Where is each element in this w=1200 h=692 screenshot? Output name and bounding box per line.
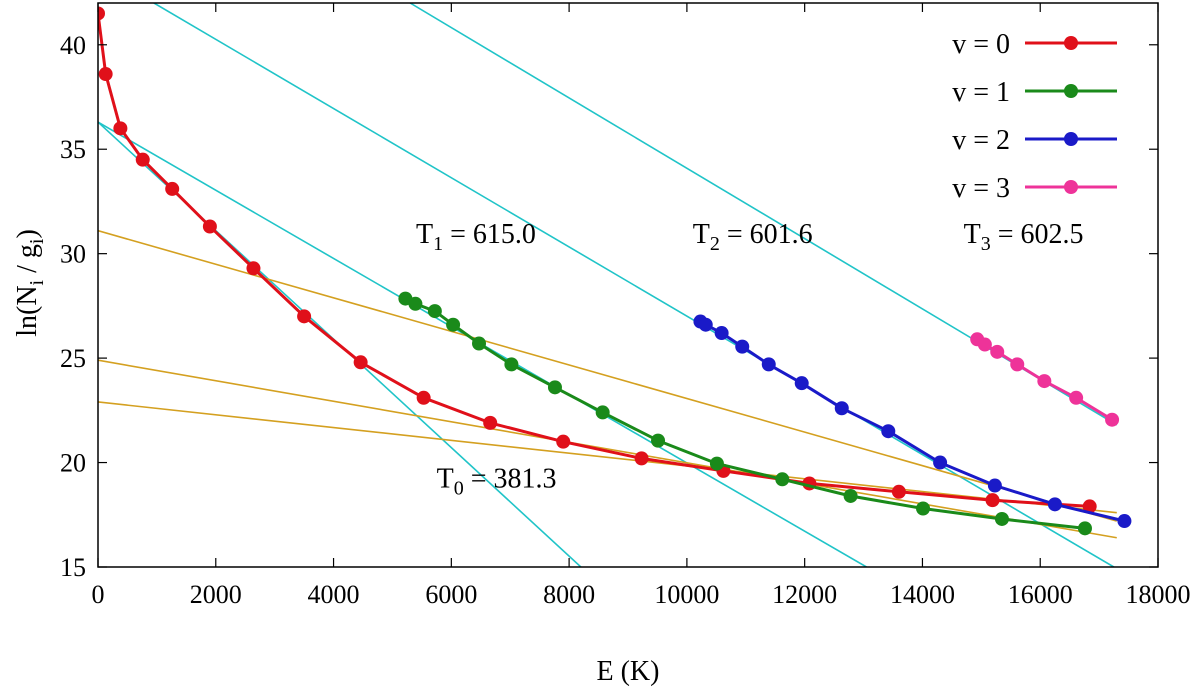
series-v0-point-1 xyxy=(98,67,113,82)
series-v1-point-12 xyxy=(916,501,931,516)
series-v2-point-1 xyxy=(698,317,713,332)
series-v3-point-3 xyxy=(1010,357,1025,372)
series-v2-point-6 xyxy=(834,401,849,416)
series-v2-point-11 xyxy=(1117,514,1132,529)
series-v1-point-7 xyxy=(595,405,610,420)
x-axis-label: E (K) xyxy=(597,656,660,687)
legend-v3-marker xyxy=(1064,180,1078,194)
series-v0-point-3 xyxy=(135,152,150,167)
series-v1-point-5 xyxy=(504,357,519,372)
series-v0-point-4 xyxy=(165,181,180,196)
series-v1-point-4 xyxy=(472,336,487,351)
fit-orange-3 xyxy=(98,401,1117,514)
x-tick-label-6000: 6000 xyxy=(425,580,477,609)
y-tick-label-25: 25 xyxy=(60,344,86,373)
annot-t3: T3 = 602.5 xyxy=(964,219,1084,255)
legend-v0-marker xyxy=(1064,36,1078,50)
annotations: T1 = 615.0 T2 = 601.6 T3 = 602.5 T0 = 381.3 xyxy=(416,219,1084,499)
y-tick-label-15: 15 xyxy=(60,553,86,582)
x-tick-label-18000: 18000 xyxy=(1126,580,1191,609)
series-v3-point-2 xyxy=(990,344,1005,359)
data-series xyxy=(98,6,1132,536)
x-tick-label-8000: 8000 xyxy=(543,580,595,609)
series-v2-point-2 xyxy=(714,326,729,341)
series-v0-point-7 xyxy=(297,309,312,324)
plot-frame xyxy=(97,2,1159,568)
legend-v2-label: v = 2 xyxy=(952,125,1010,156)
series-v0-point-0 xyxy=(98,6,105,21)
legend-v0-label: v = 0 xyxy=(952,29,1010,60)
fit-cyan-3 xyxy=(153,3,1115,567)
series-v0-point-9 xyxy=(416,390,431,405)
series-v3-point-4 xyxy=(1037,374,1052,389)
series-v0-line xyxy=(98,13,1090,508)
x-tick-label-14000: 14000 xyxy=(890,580,955,609)
y-axis-label: ln(Ni / gi) xyxy=(12,229,48,337)
series-v2-point-4 xyxy=(761,357,776,372)
annot-t0: T0 = 381.3 xyxy=(437,464,557,500)
series-v1-point-9 xyxy=(709,456,724,471)
x-tick-label-12000: 12000 xyxy=(772,580,837,609)
y-tick-label-40: 40 xyxy=(60,31,86,60)
legend-v3-label: v = 3 xyxy=(952,173,1010,204)
annot-t2: T2 = 601.6 xyxy=(693,219,813,255)
fit-lines xyxy=(98,3,1118,567)
series-v3-point-5 xyxy=(1069,390,1084,405)
series-v1-point-14 xyxy=(1077,521,1092,536)
series-v1-point-8 xyxy=(651,433,666,448)
axes: 0 2000 4000 6000 8000 10000 12000 14000 16000 180… xyxy=(60,2,1191,609)
series-v2-point-10 xyxy=(1047,497,1062,512)
series-v1-point-2 xyxy=(427,304,442,319)
series-v0-point-17 xyxy=(1082,499,1097,514)
series-v0-point-6 xyxy=(246,261,261,276)
x-tick-label-16000: 16000 xyxy=(1008,580,1073,609)
legend: v = 0 v = 1 v = 2 v = 3 xyxy=(952,29,1117,204)
series-v1-point-6 xyxy=(547,380,562,395)
y-tick-label-35: 35 xyxy=(60,135,86,164)
series-v2-point-5 xyxy=(794,376,809,391)
series-v3-point-6 xyxy=(1105,412,1120,427)
series-v0-point-12 xyxy=(634,451,649,466)
x-tick-label-4000: 4000 xyxy=(308,580,360,609)
annot-t1: T1 = 615.0 xyxy=(416,219,536,255)
fit-orange-1 xyxy=(98,229,1117,522)
series-v0-point-11 xyxy=(556,434,571,449)
legend-v2-marker xyxy=(1064,132,1078,146)
x-tick-label-10000: 10000 xyxy=(654,580,719,609)
series-v1-point-3 xyxy=(446,317,461,332)
series-v0-point-15 xyxy=(891,484,906,499)
series-v0-point-8 xyxy=(353,355,368,370)
series-v2-point-7 xyxy=(881,424,896,439)
series-v1-point-13 xyxy=(994,511,1009,526)
legend-v1-label: v = 1 xyxy=(952,77,1010,108)
series-v0-point-16 xyxy=(985,493,1000,508)
legend-v1-marker xyxy=(1064,84,1078,98)
series-v1-point-11 xyxy=(843,488,858,503)
series-v0-point-2 xyxy=(113,121,128,136)
y-tick-label-30: 30 xyxy=(60,240,86,269)
series-v2-point-9 xyxy=(987,478,1002,493)
series-v2-point-8 xyxy=(933,455,948,470)
x-tick-label-2000: 2000 xyxy=(190,580,242,609)
x-tick-label-0: 0 xyxy=(92,580,105,609)
y-tick-label-20: 20 xyxy=(60,449,86,478)
series-v3-point-1 xyxy=(977,337,992,352)
series-v0-point-10 xyxy=(483,415,498,430)
fit-orange-2 xyxy=(98,359,1117,539)
series-v0-point-5 xyxy=(202,219,217,234)
series-v2-point-3 xyxy=(735,339,750,354)
series-v1-point-10 xyxy=(775,472,790,487)
series-v1-point-1 xyxy=(408,296,423,311)
